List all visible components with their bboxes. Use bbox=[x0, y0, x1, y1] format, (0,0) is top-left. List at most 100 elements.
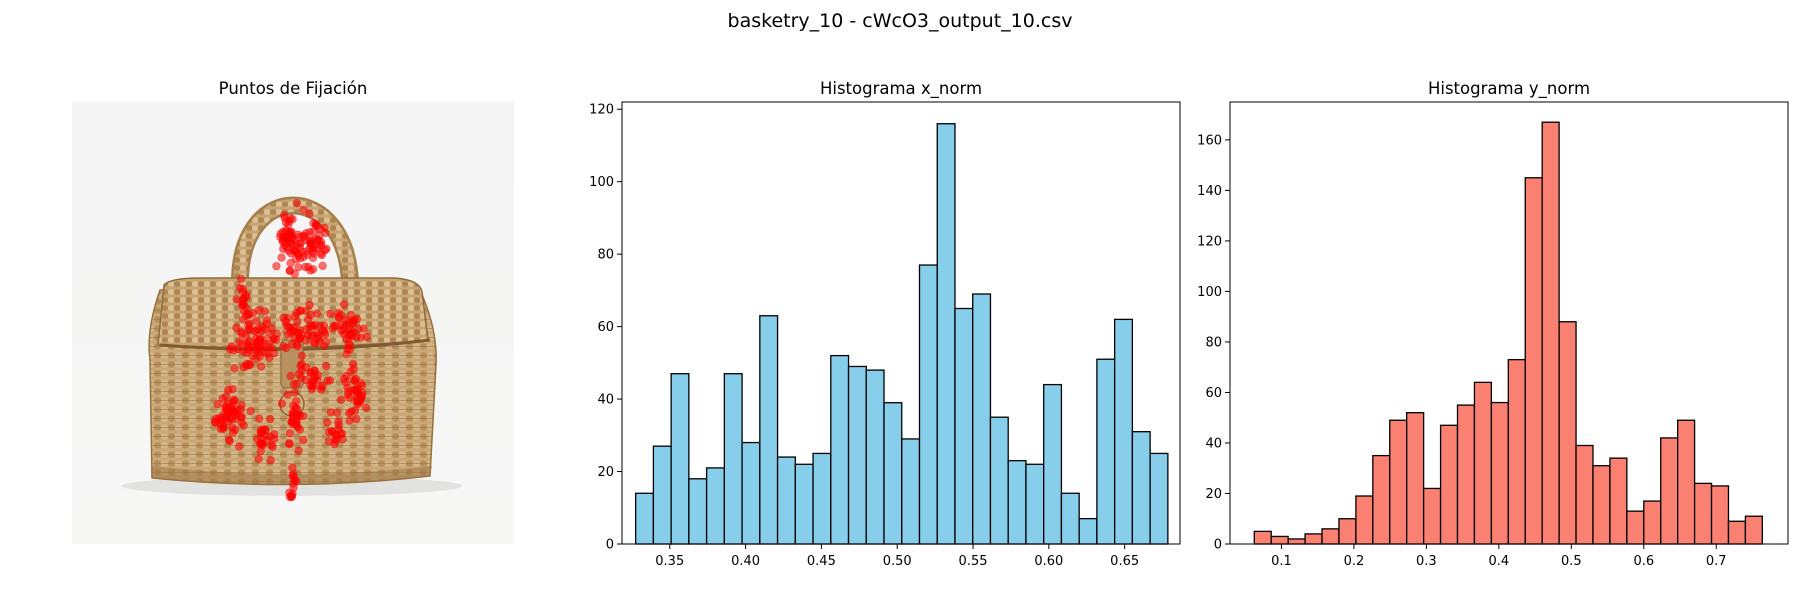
fixation-point bbox=[277, 253, 286, 262]
x-hist-bar bbox=[847, 365, 867, 545]
fixation-point bbox=[267, 343, 276, 352]
x-hist-xtick-label: 0.65 bbox=[1110, 554, 1139, 569]
fixation-point bbox=[288, 463, 297, 472]
fixation-point bbox=[228, 385, 237, 394]
fixation-point bbox=[296, 254, 305, 263]
x-hist-bar bbox=[936, 123, 956, 545]
x-hist-bar bbox=[901, 438, 921, 545]
fixation-point bbox=[349, 376, 358, 385]
fixation-point bbox=[353, 384, 363, 393]
y-hist-bar bbox=[1524, 177, 1543, 545]
fixation-point bbox=[305, 209, 314, 218]
fixation-point bbox=[241, 303, 251, 312]
y-hist-bar bbox=[1456, 404, 1476, 545]
fixation-point bbox=[213, 400, 222, 409]
y-hist-axes: 0.1 0.2 0.3 0.4 0.5 0.6 0.7 0 20 40 60 80 100 120 140 1… bbox=[1197, 101, 1789, 569]
x-hist-bar bbox=[1007, 460, 1027, 545]
fixation-point bbox=[289, 401, 298, 410]
fixation-point bbox=[305, 300, 314, 310]
fixation-point bbox=[318, 261, 327, 270]
fixation-point bbox=[345, 408, 354, 418]
fixation-point bbox=[283, 313, 293, 323]
fixation-point bbox=[265, 329, 275, 339]
fixation-point bbox=[246, 407, 255, 416]
x-hist-panel: Histograma x_norm 0.35 0.40 0.45 0.50 0.55 0.… bbox=[589, 79, 1181, 569]
fixation-point bbox=[312, 309, 322, 318]
fixation-point bbox=[288, 240, 297, 249]
x-hist-bar bbox=[1131, 431, 1151, 545]
fixation-point bbox=[286, 371, 295, 381]
fixation-point bbox=[344, 387, 353, 396]
y-hist-bar bbox=[1389, 419, 1408, 545]
fixation-point bbox=[218, 394, 227, 403]
fixation-panel-title: Puntos de Fijación bbox=[219, 79, 368, 98]
x-hist-bar bbox=[1025, 463, 1045, 545]
fixation-point bbox=[323, 418, 332, 427]
x-hist-xtick-label: 0.60 bbox=[1034, 554, 1063, 569]
fixation-point bbox=[284, 439, 294, 448]
fixation-point bbox=[272, 262, 281, 271]
fixation-point bbox=[294, 263, 303, 272]
fixation-point bbox=[306, 368, 315, 377]
fixation-point bbox=[257, 440, 266, 449]
fixation-point bbox=[330, 321, 339, 331]
x-hist-bar bbox=[865, 369, 885, 545]
fixation-point bbox=[230, 364, 239, 373]
x-hist-frame bbox=[621, 101, 1181, 545]
x-hist-bar bbox=[954, 307, 974, 545]
fixation-point bbox=[301, 375, 310, 385]
fixation-point bbox=[292, 199, 301, 208]
fixation-point bbox=[266, 414, 275, 424]
fixation-point bbox=[228, 423, 237, 432]
fixation-point bbox=[324, 437, 333, 446]
fixation-point bbox=[289, 483, 298, 492]
fixation-point bbox=[256, 344, 265, 353]
fixation-point bbox=[342, 350, 351, 359]
fixation-panel: Puntos de Fijación bbox=[72, 79, 514, 544]
y-hist-ytick-label: 140 bbox=[1197, 184, 1222, 199]
y-hist-bar bbox=[1727, 520, 1747, 545]
fixation-point bbox=[239, 363, 248, 372]
fixation-point bbox=[294, 446, 303, 455]
y-hist-ytick-label: 20 bbox=[1205, 487, 1222, 502]
x-hist-bar bbox=[776, 456, 796, 545]
y-hist-bar bbox=[1626, 510, 1645, 545]
y-hist-bar bbox=[1744, 515, 1763, 545]
fixation-point bbox=[232, 323, 241, 332]
fixation-point bbox=[219, 424, 228, 434]
y-hist-bar bbox=[1609, 457, 1628, 545]
fixation-point bbox=[311, 373, 320, 383]
fixation-point bbox=[284, 322, 294, 332]
fixation-point bbox=[352, 414, 361, 424]
y-hist-bar bbox=[1558, 321, 1577, 545]
fixation-point bbox=[324, 428, 334, 437]
y-hist-bar bbox=[1507, 358, 1526, 545]
x-hist-bar bbox=[972, 293, 992, 545]
fixation-point bbox=[337, 395, 346, 404]
fixation-point bbox=[252, 354, 261, 363]
y-hist-ytick-label: 40 bbox=[1205, 436, 1222, 451]
fixation-point bbox=[304, 262, 313, 272]
fixation-point bbox=[257, 362, 266, 371]
fixation-point bbox=[348, 359, 358, 368]
fixation-point bbox=[225, 345, 234, 354]
y-hist-ytick-label: 0 bbox=[1214, 538, 1222, 553]
fixation-point bbox=[242, 292, 251, 302]
fixation-point bbox=[336, 429, 345, 439]
fixation-points bbox=[210, 199, 371, 502]
x-hist-bar bbox=[1060, 492, 1080, 545]
fixation-point bbox=[241, 332, 251, 341]
y-hist-bar bbox=[1710, 485, 1730, 545]
y-hist-bar bbox=[1338, 518, 1357, 545]
x-hist-bar bbox=[1149, 452, 1169, 545]
fixation-point bbox=[322, 361, 331, 371]
fixation-point bbox=[286, 258, 295, 268]
x-hist-bar bbox=[652, 445, 672, 545]
y-hist-bar bbox=[1270, 535, 1289, 545]
fixation-point bbox=[317, 251, 326, 260]
fixation-point bbox=[295, 334, 305, 343]
x-hist-title: Histograma x_norm bbox=[820, 79, 982, 99]
y-hist-bar bbox=[1422, 487, 1442, 545]
